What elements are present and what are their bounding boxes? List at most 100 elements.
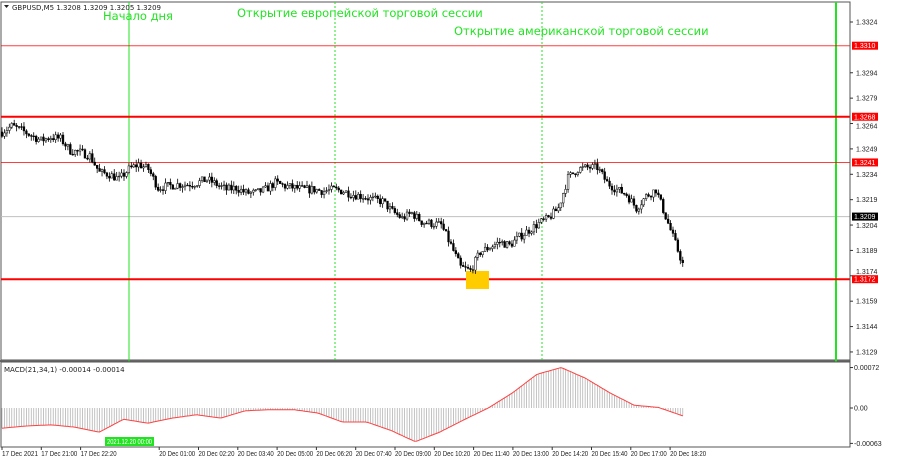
candle-body: [64, 143, 67, 147]
candle-body: [559, 202, 562, 209]
time-tick-label: 20 Dec 05:00: [277, 451, 313, 458]
candle-body: [232, 185, 235, 191]
candle-body: [537, 222, 540, 229]
candle-body: [364, 198, 367, 200]
price-plot-area: [0, 1, 851, 361]
candle-body: [105, 172, 109, 177]
candle-body: [281, 183, 284, 185]
candle-body: [449, 241, 453, 244]
candle-body: [115, 176, 118, 181]
candle-body: [432, 226, 436, 228]
price-tick-label: 1.3174: [856, 269, 878, 276]
candle-body: [493, 244, 497, 248]
macd-plot-area: [0, 361, 851, 448]
candle-body: [447, 230, 450, 243]
candle-body: [52, 138, 55, 140]
candle-body: [193, 186, 196, 188]
candle-body: [76, 150, 79, 152]
candle-body: [642, 198, 645, 206]
candle-body: [74, 150, 77, 155]
candle-body: [152, 173, 155, 177]
candle-body: [586, 164, 589, 168]
candle-body: [315, 189, 318, 193]
candle-body: [0, 131, 4, 137]
candle-body: [247, 189, 250, 194]
level-price-label: 1.3268: [854, 114, 876, 121]
candle-body: [98, 168, 101, 172]
price-panel[interactable]: [0, 1, 851, 447]
candle-body: [205, 179, 209, 183]
price-tick-label: 1.3129: [856, 349, 878, 356]
candle-body: [354, 195, 357, 200]
candle-body: [520, 232, 523, 240]
candle-body: [13, 123, 16, 126]
candle-body: [630, 198, 633, 203]
candle-body: [359, 193, 362, 199]
candle-body: [596, 163, 599, 170]
candle-body: [525, 229, 528, 236]
candle-body: [386, 200, 389, 210]
price-tick-label: 1.3234: [856, 172, 878, 179]
candle-body: [645, 194, 648, 199]
candle-body: [137, 162, 140, 168]
candle-body: [237, 190, 240, 193]
current-price-label: 1.3209: [854, 214, 876, 221]
candle-body: [320, 190, 323, 195]
candle-body: [610, 185, 614, 191]
day-start-label: Начало дня: [103, 9, 173, 23]
candle-body: [637, 208, 640, 212]
time-tick-label: 20 Dec 10:20: [434, 451, 470, 458]
candle-body: [398, 214, 401, 218]
time-tick-label: 17 Dec 22:20: [81, 451, 117, 458]
candle-body: [649, 195, 653, 198]
candle-body: [547, 215, 550, 218]
candle-body: [3, 132, 6, 137]
level-price-tag: [852, 275, 878, 284]
candle-body: [22, 126, 26, 132]
dropdown-triangle-icon: [4, 5, 9, 8]
candle-body: [571, 172, 575, 174]
candle-body: [679, 251, 682, 261]
candle-body: [37, 138, 40, 142]
candle-body: [325, 190, 328, 192]
candle-body: [159, 189, 162, 191]
candle-body: [279, 180, 282, 184]
candle-body: [427, 219, 431, 224]
candle-body: [327, 189, 331, 191]
candle-body: [437, 221, 440, 223]
macd-tick-label: 0.00072: [854, 365, 879, 372]
candle-body: [566, 174, 570, 190]
candle-body: [544, 215, 548, 220]
candle-body: [410, 212, 414, 214]
candle-body: [61, 134, 65, 145]
candle-body: [198, 180, 201, 186]
symbol-header: GBPUSD,M5 1.3208 1.3209 1.3205 1.3209: [12, 4, 161, 12]
candle-body: [474, 257, 477, 271]
candle-body: [283, 184, 287, 189]
candle-body: [459, 257, 462, 266]
candle-body: [532, 224, 536, 233]
macd-tick-label: 0.00: [854, 406, 868, 413]
price-tick-label: 1.3189: [856, 248, 878, 255]
candle-body: [357, 193, 360, 200]
candle-body: [220, 185, 223, 187]
macd-header: MACD(21,34,1) -0.00014 -0.00014: [4, 366, 125, 374]
candle-body: [35, 135, 38, 142]
candle-body: [149, 169, 152, 174]
candle-body: [430, 219, 433, 227]
candle-body: [420, 220, 423, 225]
candle-body: [181, 186, 184, 188]
candle-body: [415, 214, 418, 219]
candle-body: [310, 186, 314, 194]
macd-panel[interactable]: [0, 361, 851, 448]
candle-body: [491, 246, 494, 249]
candle-body: [196, 185, 199, 187]
candle-body: [659, 194, 662, 200]
level-price-label: 1.3172: [854, 277, 876, 284]
candle-body: [293, 184, 296, 189]
candle-body: [25, 130, 28, 135]
candle-body: [640, 204, 643, 210]
candle-body: [276, 178, 279, 182]
candle-body: [93, 161, 96, 166]
